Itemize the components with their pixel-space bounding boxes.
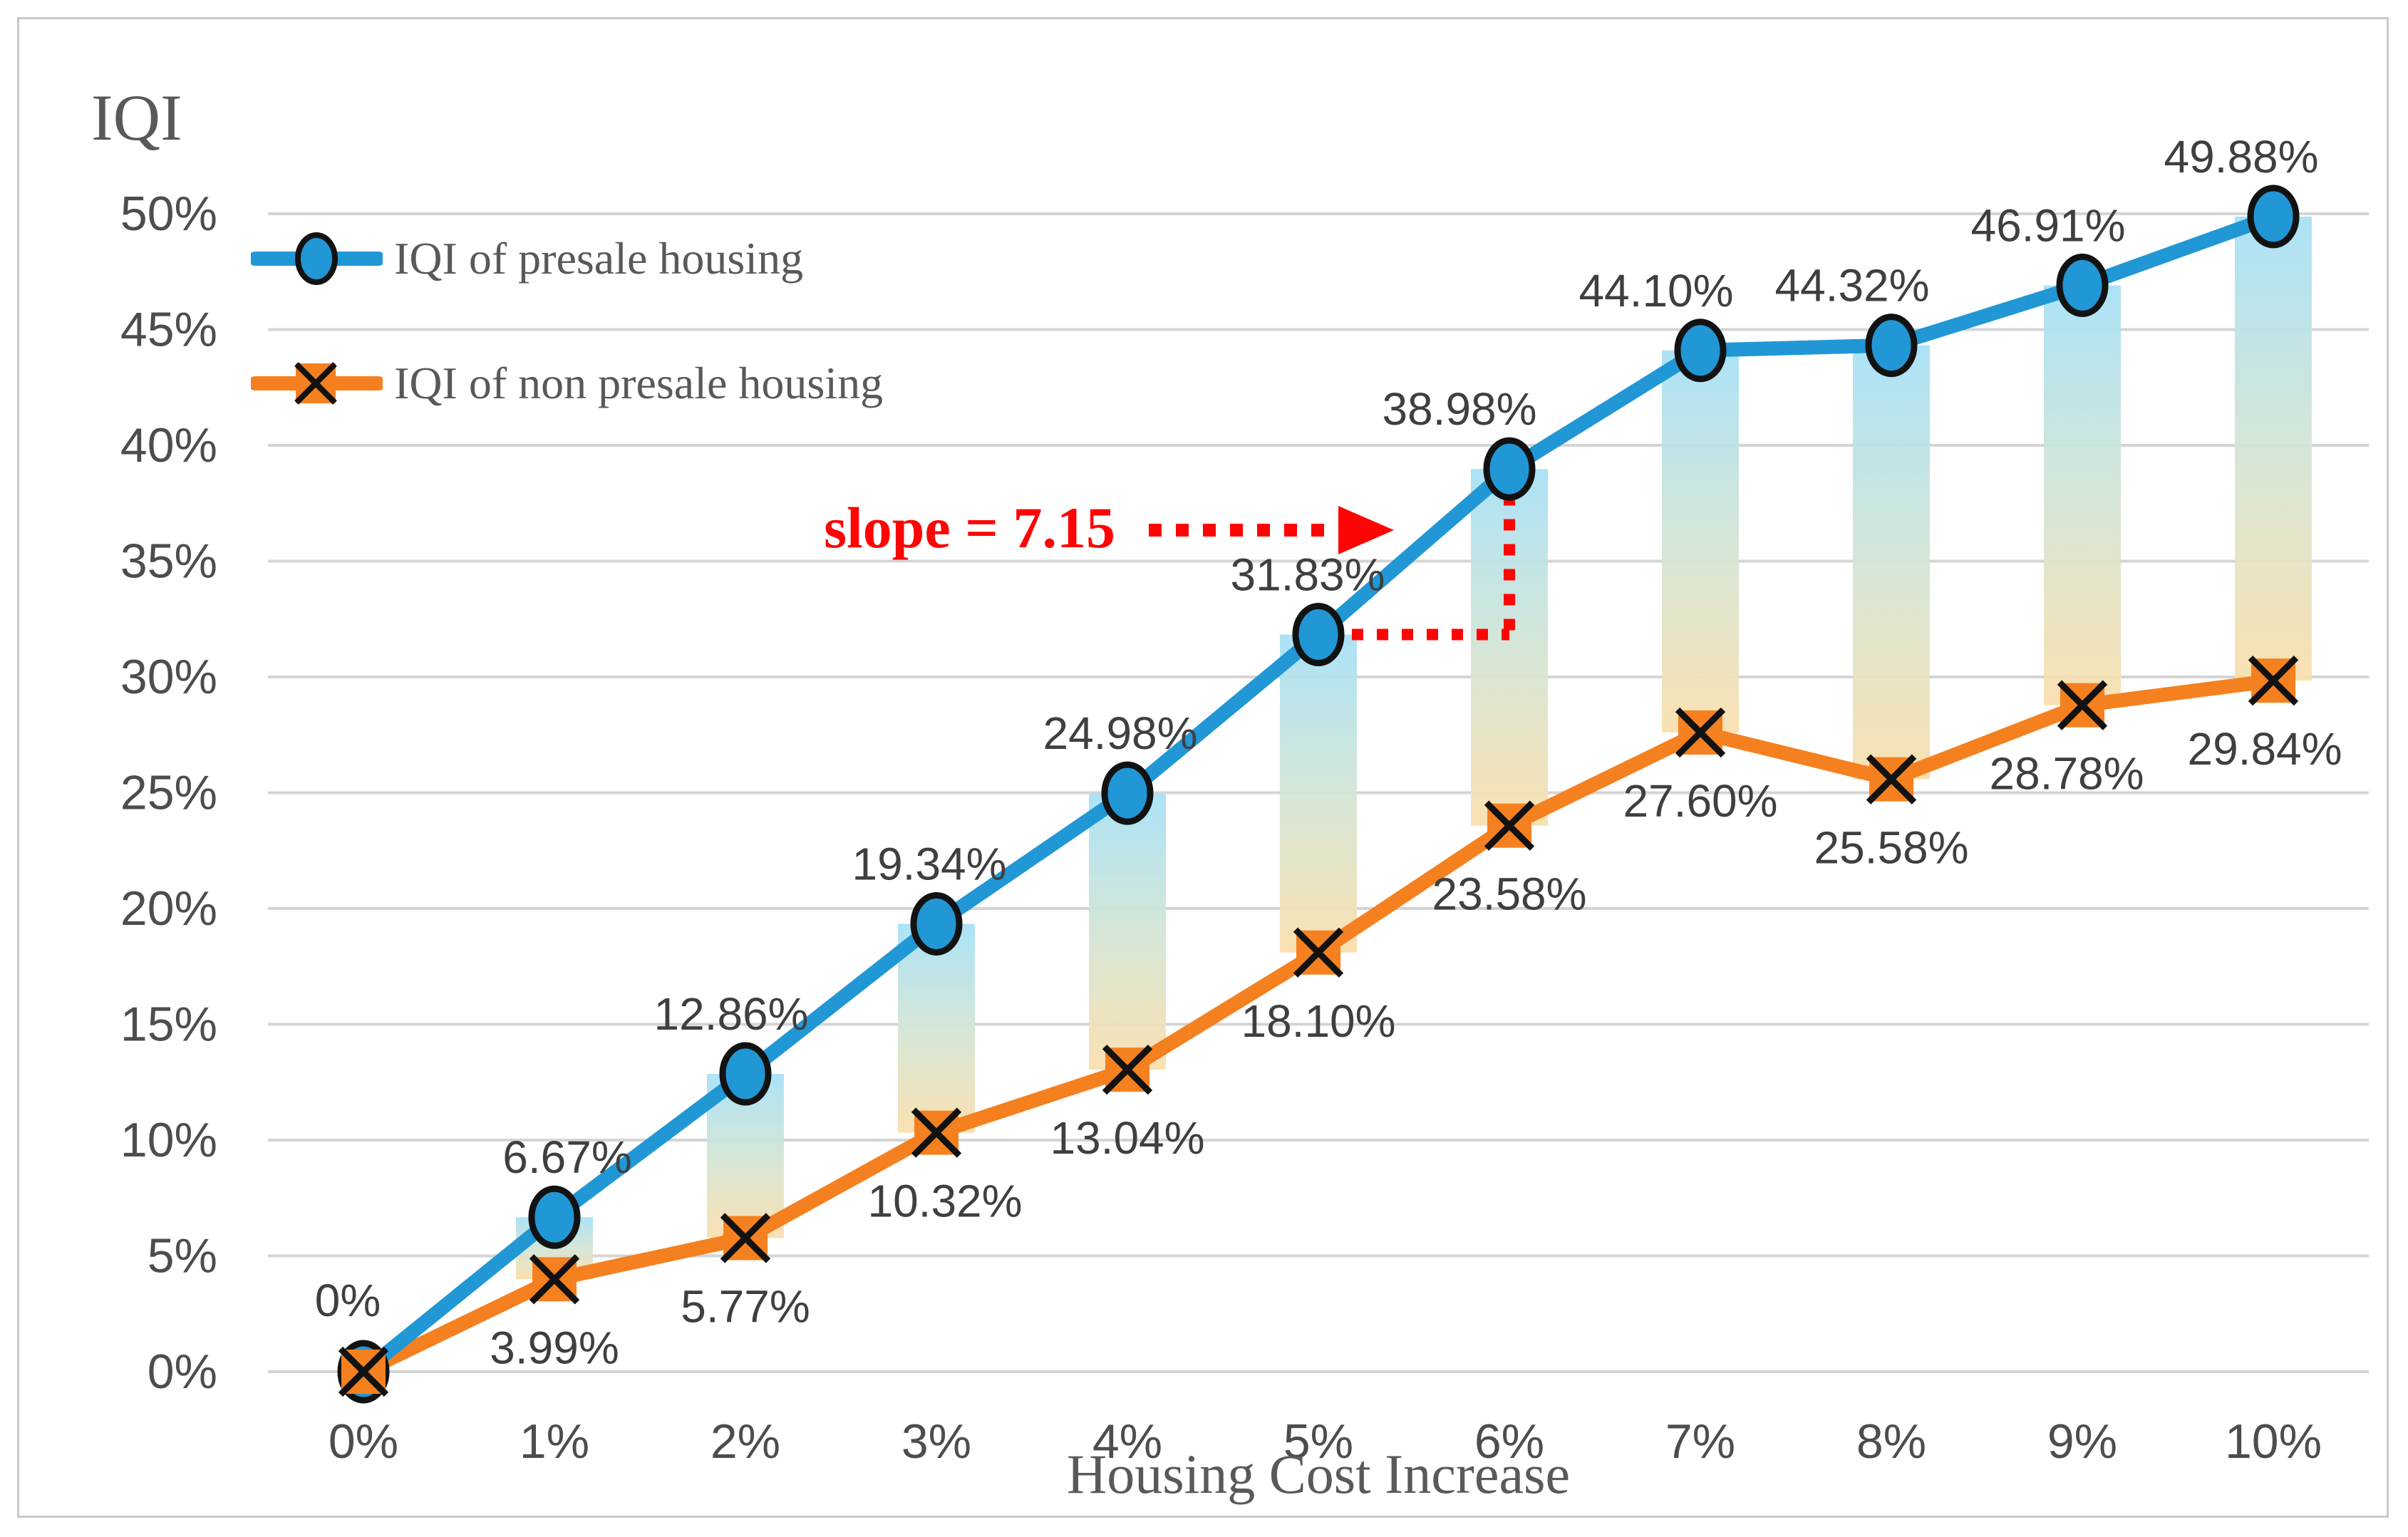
non-presale-marker-x [1293,927,1344,978]
presale-marker [528,1185,581,1249]
presale-marker [1292,603,1345,667]
gap-bar [898,923,975,1133]
presale-data-label: 38.98% [1382,383,1536,435]
chart-border [17,17,2389,1518]
x-tick-label: 5% [1283,1414,1353,1469]
non-presale-marker-x [911,1107,962,1158]
x-tick-label: 10% [2225,1414,2322,1469]
presale-data-label: 0% [315,1275,381,1326]
non-presale-marker-x [720,1213,771,1263]
slope-arrowhead-icon [1338,506,1394,554]
non-presale-data-label: 27.60% [1623,775,1777,827]
presale-marker [2056,253,2109,317]
non-presale-marker-x [338,1346,389,1397]
presale-data-label: 12.86% [653,988,808,1040]
non-presale-data-label: 25.58% [1814,822,1968,874]
x-tick-label: 6% [1474,1414,1544,1469]
legend-item-non-presale: IQI of non presale housing [251,355,883,412]
non-presale-data-label: 13.04% [1050,1112,1204,1164]
presale-line-marker-icon [251,232,383,285]
non-presale-data-label: 5.77% [681,1280,810,1332]
non-presale-data-label: 10.32% [867,1176,1022,1227]
non-presale-data-label: 23.58% [1432,869,1586,920]
y-tick-label: 45% [120,303,217,357]
presale-data-label: 49.88% [2164,131,2318,182]
gap-bar [2235,216,2312,681]
non-presale-data-label: 18.10% [1241,995,1395,1047]
y-tick-label: 5% [148,1229,217,1283]
x-tick-label: 9% [2047,1414,2117,1469]
legend-item-presale: IQI of presale housing [251,230,883,287]
non-presale-marker-x [2057,680,2108,730]
non-presale-data-label: 28.78% [1989,748,2144,799]
presale-data-label: 6.67% [502,1132,631,1183]
presale-data-label: 19.34% [852,838,1006,889]
legend-label-presale: IQI of presale housing [394,233,804,284]
x-axis-title: Housing Cost Increase [1066,1443,1571,1505]
non-presale-marker-x [1484,800,1535,851]
x-tick-label: 2% [710,1414,780,1469]
presale-data-label: 24.98% [1043,708,1197,759]
y-axis-title: IQI [91,81,182,154]
x-tick-label: 0% [329,1414,398,1469]
presale-data-label: 44.10% [1578,265,1733,316]
gap-bar [2044,285,2121,705]
presale-data-label: 46.91% [1970,200,2125,251]
x-tick-label: 7% [1665,1414,1735,1469]
legend-label-non-presale: IQI of non presale housing [394,358,884,408]
non-presale-line-marker-icon [251,362,383,405]
gap-bar [1662,350,1739,733]
presale-data-label: 44.32% [1774,260,1929,311]
non-presale-marker-x [2248,656,2299,706]
non-presale-marker-x [529,1254,580,1305]
presale-marker [2247,185,2300,249]
x-tick-label: 3% [901,1414,971,1469]
y-tick-label: 15% [120,998,217,1052]
x-tick-label: 1% [520,1414,589,1469]
y-tick-label: 20% [120,881,217,936]
y-tick-label: 40% [120,418,217,472]
non-presale-data-label: 29.84% [2187,723,2342,775]
slope-annotation-label: slope = 7.15 [824,495,1115,560]
presale-marker [719,1042,772,1106]
y-tick-label: 50% [120,187,217,241]
y-tick-label: 35% [120,534,217,589]
non-presale-marker-x [1675,707,1726,758]
presale-marker [1483,437,1536,501]
presale-marker [1865,314,1918,378]
y-tick-label: 30% [120,650,217,704]
gap-bar [1280,634,1357,953]
non-presale-marker-x [1866,754,1917,804]
non-presale-marker-x [1102,1045,1153,1095]
x-tick-label: 8% [1856,1414,1926,1469]
gap-bar [1853,345,1930,780]
y-tick-label: 0% [148,1345,217,1399]
legend: IQI of presale housing IQI of non presal… [251,230,883,412]
x-tick-label: 4% [1092,1414,1162,1469]
y-tick-label: 10% [120,1113,217,1167]
non-presale-data-label: 3.99% [490,1322,619,1373]
presale-marker [1101,761,1154,825]
y-tick-label: 25% [120,766,217,820]
presale-marker [1674,319,1727,383]
gap-bar [1089,793,1166,1070]
presale-marker [910,891,963,956]
presale-data-label: 31.83% [1230,549,1385,601]
